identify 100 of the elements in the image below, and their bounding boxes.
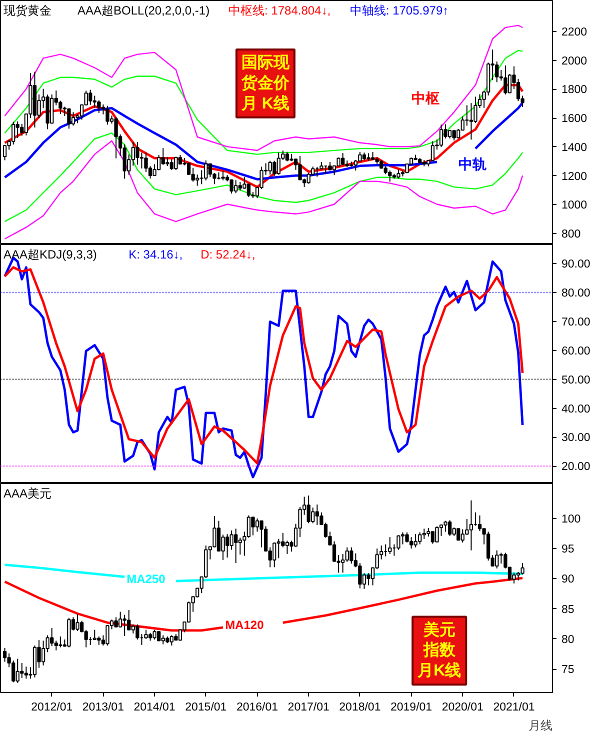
candlestick	[260, 520, 264, 548]
candlestick	[92, 95, 96, 108]
candlestick	[285, 540, 290, 554]
candlestick	[456, 528, 460, 541]
candlestick	[76, 614, 80, 632]
candlestick	[166, 156, 170, 167]
candlestick	[2, 647, 7, 662]
y-tick-label: 80.00	[562, 288, 590, 300]
candlestick	[409, 536, 414, 550]
candlestick	[106, 624, 110, 646]
candlestick	[474, 96, 478, 124]
candlestick	[122, 614, 126, 636]
candlestick	[435, 526, 439, 544]
y-tick-label: 2000	[562, 55, 588, 68]
annotation: 中枢	[412, 90, 440, 106]
candlestick	[255, 518, 260, 532]
y-tick-label: 30.00	[562, 432, 590, 444]
y-tick-label: 100	[562, 513, 581, 526]
x-tick-label: 2015/01	[185, 702, 227, 714]
candlestick	[251, 516, 255, 536]
candlestick	[152, 629, 156, 640]
candlestick	[430, 140, 435, 162]
candlestick	[276, 152, 280, 176]
chart-title: AAA美元	[4, 486, 52, 500]
candlestick	[67, 108, 71, 130]
candlestick	[114, 616, 118, 628]
candlestick	[54, 640, 58, 651]
y-tick-label: 70.00	[562, 316, 590, 328]
y-tick-label: 90	[562, 574, 574, 586]
x-tick-label: 2019/01	[390, 702, 432, 714]
candlestick	[58, 100, 62, 115]
annotation: 中轨	[458, 156, 486, 172]
y-tick-label: 1800	[562, 84, 588, 96]
candlestick	[516, 78, 520, 102]
x-tick-label: 2017/01	[288, 702, 330, 714]
candlestick	[97, 100, 101, 114]
candlestick	[174, 156, 178, 171]
candlestick	[452, 130, 456, 141]
x-tick-label: 2012/01	[31, 702, 73, 714]
x-tick-label: 2020/01	[442, 702, 484, 714]
candlestick	[16, 658, 20, 684]
candlestick	[71, 112, 76, 126]
y-tick-label: 800	[562, 228, 581, 241]
y-tick-label: 1600	[562, 113, 588, 126]
candlestick	[414, 534, 418, 548]
line-series	[4, 132, 524, 222]
candlestick	[136, 142, 140, 166]
line-series	[4, 24, 524, 152]
candlestick	[460, 528, 464, 544]
candlestick	[495, 61, 499, 83]
candlestick	[246, 184, 251, 198]
candlestick	[238, 537, 242, 556]
series-label: MA120	[225, 618, 264, 632]
text: 月线	[528, 718, 552, 731]
candlestick	[422, 528, 426, 540]
chart-title: 现货黄金	[4, 4, 52, 18]
candlestick	[272, 160, 276, 176]
candlestick	[20, 662, 24, 679]
y-tick-label: 75	[562, 664, 574, 676]
candlestick	[281, 532, 285, 548]
candlestick	[478, 514, 482, 532]
y-tick-label: 40.00	[562, 403, 590, 416]
candlestick	[396, 534, 400, 550]
candlestick	[178, 154, 182, 165]
x-tick-label: 2014/01	[134, 702, 176, 714]
candlestick	[508, 73, 512, 94]
candlestick	[88, 89, 92, 106]
candlestick	[358, 151, 362, 162]
candlestick	[306, 172, 310, 184]
y-tick-label: 95	[562, 544, 574, 556]
candlestick	[358, 562, 362, 589]
candlestick	[405, 532, 409, 544]
candlestick	[216, 520, 221, 552]
candlestick	[469, 500, 474, 551]
candlestick	[430, 531, 435, 544]
candlestick	[127, 609, 131, 630]
y-tick-label: 60.00	[562, 345, 590, 358]
y-tick-label: 50.00	[562, 374, 590, 386]
candlestick	[439, 124, 444, 148]
candlestick	[388, 170, 392, 182]
candlestick	[114, 116, 118, 159]
line-series	[4, 140, 524, 240]
candlestick	[504, 64, 508, 95]
candlestick	[144, 152, 148, 173]
candlestick	[221, 170, 225, 181]
x-tick-label: 2013/01	[82, 702, 124, 714]
series-label: MA250	[126, 572, 166, 586]
candlestick	[230, 178, 234, 194]
y-tick-label: 1200	[562, 170, 588, 183]
line-series	[4, 50, 524, 155]
candlestick	[448, 520, 452, 536]
candlestick	[2, 144, 7, 161]
candlestick	[444, 520, 448, 532]
candlestick	[469, 102, 474, 140]
candlestick	[272, 542, 276, 568]
candlestick	[204, 160, 208, 181]
annotation: 美元指数月K线	[416, 620, 462, 680]
candlestick	[350, 546, 354, 564]
candlestick	[495, 550, 499, 569]
text: K: 34.16↓,	[128, 248, 183, 262]
